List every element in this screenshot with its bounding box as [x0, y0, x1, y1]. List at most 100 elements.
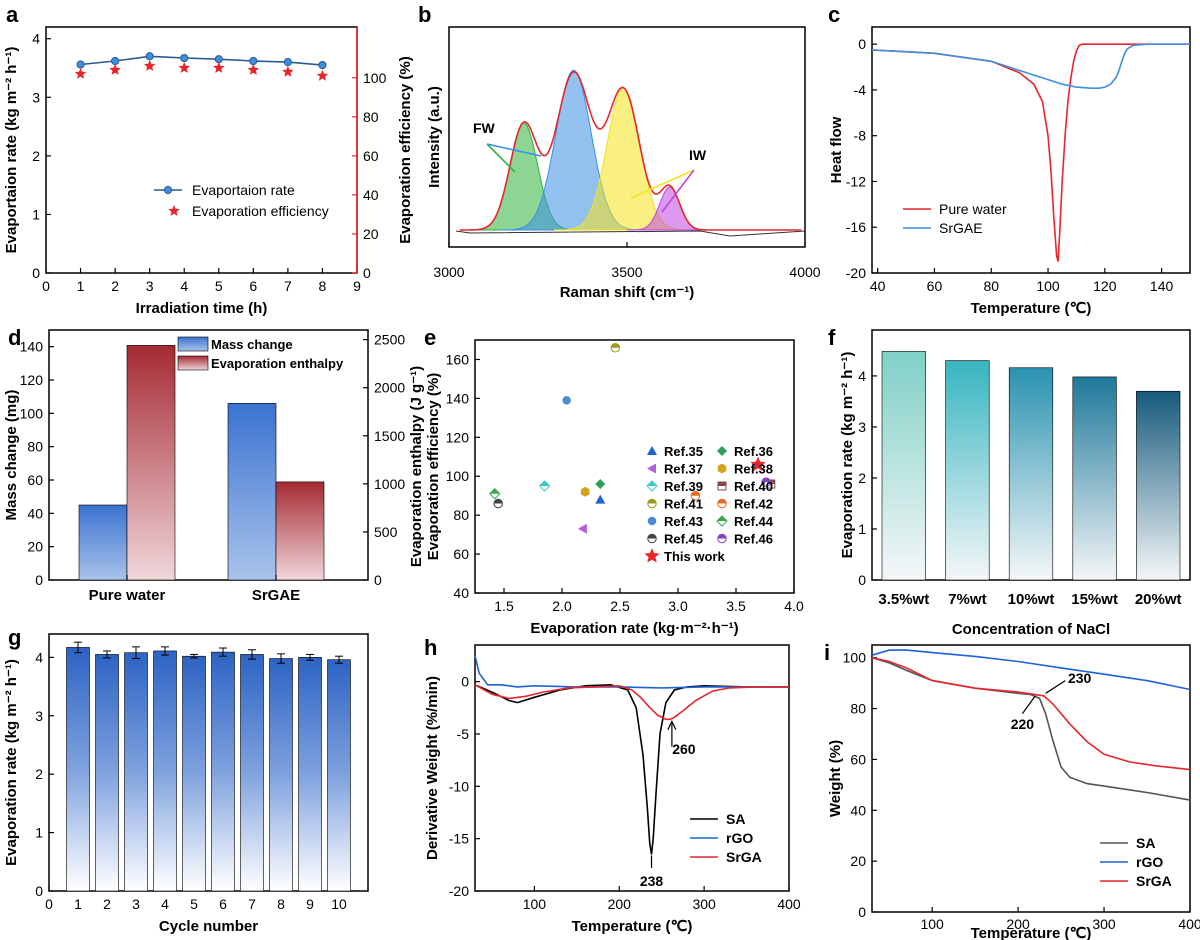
- series-line-evaporation-rate: [80, 55, 323, 66]
- annotation-arrow: [1021, 695, 1036, 715]
- y-tick-label: 100: [843, 650, 867, 666]
- data-point-evaporation-rate: [249, 56, 258, 66]
- legend-label: Ref.38: [734, 462, 773, 477]
- data-point-evaporation-rate: [111, 56, 120, 66]
- data-point-evaporation-rate: [145, 52, 154, 61]
- y-tick-label: 0: [461, 674, 469, 690]
- data-point-evaporation-rate: [180, 53, 189, 63]
- raman-baseline: [455, 230, 806, 237]
- scatter-point: [717, 534, 727, 539]
- scatter-point: [647, 481, 657, 486]
- scatter-point: [647, 516, 657, 526]
- legend-label: SrGA: [1136, 873, 1172, 889]
- x-tick-label: 300: [692, 896, 716, 912]
- bar-mass-change: [227, 403, 277, 581]
- x-tick-label: 7: [284, 278, 292, 294]
- bar-evaporation-enthalpy: [126, 345, 176, 581]
- arrow-fw-blue: [486, 143, 542, 157]
- scatter-point: [644, 548, 660, 563]
- y-tick-label: 80: [850, 701, 866, 717]
- y-tick-label: 0: [858, 904, 866, 920]
- scatter-point: [595, 479, 606, 490]
- y-tick-label: 2: [858, 470, 866, 486]
- y-tick-label: 60: [850, 751, 866, 767]
- x-tick-label: 5: [215, 278, 223, 294]
- series-line: [474, 684, 789, 721]
- data-point-evaporation-efficiency: [144, 60, 156, 71]
- x-tick-label: 4: [180, 278, 188, 294]
- x-tick-label: 3500: [611, 264, 642, 280]
- x-tick-label: 2.0: [552, 598, 572, 614]
- series-line: [871, 43, 1190, 262]
- y-tick-label: -4: [854, 82, 867, 98]
- plot-frame: [48, 329, 369, 581]
- panel-c: c 40 60 80 100 120 140 0 -4 -8 -12 -16 -20 Temperatur…: [828, 2, 1191, 317]
- scatter-point: [647, 446, 657, 455]
- y-tick-label: 40: [850, 802, 866, 818]
- series-line: [871, 43, 1190, 89]
- y-tick-label: -12: [846, 173, 866, 189]
- x-tick-label: 40: [870, 278, 886, 294]
- y-axis-label: Intensity (a.u.): [426, 86, 443, 188]
- series-line: [871, 656, 1191, 771]
- legend-marker-evaporation-rate: [163, 185, 173, 195]
- panel-letter: d: [8, 325, 21, 350]
- y-tick-label: 1: [35, 825, 43, 841]
- y2-tick-label: 1500: [374, 428, 405, 444]
- y-tick-label: -10: [449, 778, 469, 794]
- x-category-label: 20%wt: [1135, 591, 1182, 608]
- y-tick-label: 3: [32, 89, 40, 105]
- panel-d: d 0 20 40 60 80 100 120 140 0 500 1000 1500 2000 2500 M…: [3, 325, 405, 604]
- panel-letter: b: [418, 2, 431, 27]
- y-tick-label: 4: [858, 368, 866, 384]
- data-point-evaporation-efficiency: [247, 64, 259, 75]
- series-line: [474, 683, 789, 855]
- x-tick-label: 7: [248, 896, 256, 912]
- y-tick-label: 0: [35, 883, 43, 899]
- bar-evaporation-enthalpy: [275, 481, 325, 581]
- bar: [1008, 367, 1054, 581]
- legend-label: Ref.35: [664, 444, 703, 459]
- series-line: [474, 655, 789, 689]
- raman-spectrum-line: [459, 70, 802, 231]
- bar: [1136, 390, 1181, 581]
- x-tick-label: 300: [1092, 916, 1116, 932]
- data-point-evaporation-rate: [214, 55, 223, 64]
- scatter-point: [539, 480, 550, 486]
- scatter-point: [717, 463, 727, 474]
- x-tick-label: 400: [777, 896, 801, 912]
- legend-label: SrGAE: [939, 220, 983, 236]
- scatter-point: [595, 494, 606, 504]
- panel-letter: i: [824, 640, 830, 665]
- panel-e: e1.5 2.0 2.5 3.0 3.5 4.0406080100120140160Eva…: [408, 325, 804, 637]
- legend-label: Evaportaion rate: [192, 182, 295, 198]
- data-point-evaporation-efficiency: [316, 69, 329, 81]
- x-category-label: SrGAE: [252, 587, 300, 604]
- y-tick-label: 140: [446, 390, 470, 406]
- series-line: [871, 656, 1191, 801]
- scatter-point: [611, 343, 620, 348]
- arrow-fw-green: [486, 143, 516, 173]
- y-tick-label: -20: [846, 265, 866, 281]
- legend-label: Ref.41: [664, 497, 703, 512]
- arrow-iw-purple: [661, 169, 695, 213]
- x-axis-label: Evaporation rate (kg·m⁻²·h⁻¹): [530, 620, 738, 637]
- y-axis-label: Evaporation efficiency (%): [425, 373, 442, 561]
- legend-label: SA: [1136, 835, 1155, 851]
- x-axis-label: Cycle number: [159, 918, 258, 935]
- bar: [240, 654, 264, 892]
- x-tick-label: 0: [45, 896, 53, 912]
- x-tick-label: 8: [277, 896, 285, 912]
- x-tick-label: 1.5: [494, 598, 514, 614]
- panel-letter: g: [8, 625, 21, 650]
- scatter-point: [718, 482, 726, 486]
- y-tick-label: 3: [858, 419, 866, 435]
- panel-g: g 0 1 2 3 4 5 6 7 8 9 10 0 1 2 3 4 Cycle number Evaporatio…: [3, 625, 369, 935]
- bar: [124, 652, 148, 892]
- x-axis-label: Temperature (℃): [971, 300, 1092, 317]
- y-tick-label: -20: [449, 883, 469, 899]
- plot-frame: [48, 633, 369, 892]
- x-tick-label: 4.0: [784, 598, 804, 614]
- legend-label: Pure water: [939, 201, 1007, 217]
- panel-letter: a: [6, 2, 19, 27]
